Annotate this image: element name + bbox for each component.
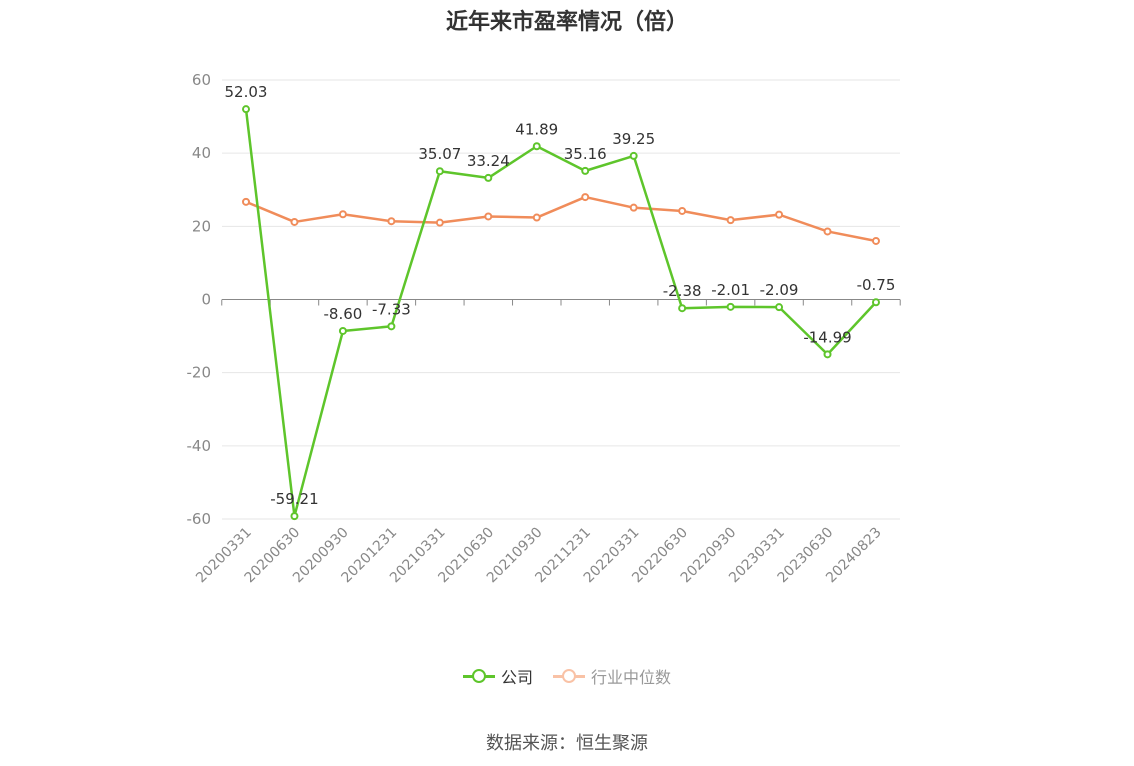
data-point-company (871, 298, 880, 307)
legend-item-company[interactable]: 公司 (462, 664, 533, 688)
data-label: -7.33 (372, 300, 411, 318)
data-label: -2.01 (711, 281, 750, 299)
data-point-company (823, 350, 832, 359)
data-point-company (678, 304, 687, 313)
y-tick-label: -40 (187, 437, 212, 455)
data-label: 52.03 (225, 83, 268, 101)
data-label: 35.07 (418, 145, 461, 163)
chart-title: 近年来市盈率情况（倍） (445, 10, 688, 35)
data-point-company (290, 512, 299, 521)
series-line-industry (245, 195, 877, 243)
legend-swatch-industry (553, 669, 585, 683)
data-point-company (775, 303, 784, 312)
data-point-company (532, 142, 541, 151)
data-point-company (629, 151, 638, 160)
data-label: 35.16 (564, 145, 607, 163)
data-point-industry (290, 217, 299, 226)
data-point-industry (387, 217, 396, 226)
data-label: -0.75 (857, 276, 896, 294)
data-point-company (242, 105, 250, 114)
data-point-industry (484, 212, 493, 221)
label-layer: 52.03 -59.21 -8.60 -7.33 35.07 33.24 41.89 35.1… (225, 83, 896, 508)
data-point-industry (338, 210, 347, 219)
data-point-industry (678, 206, 687, 215)
legend-label-industry: 行业中位数 (591, 668, 672, 687)
data-point-company (387, 322, 396, 331)
data-point-industry (581, 193, 590, 202)
data-label: 33.24 (467, 152, 510, 170)
data-point-industry (823, 227, 832, 236)
data-point-industry (435, 218, 444, 227)
legend-swatch-company (462, 669, 495, 683)
data-point-industry (242, 197, 250, 206)
grid-layer (222, 79, 900, 520)
data-point-company (726, 302, 735, 311)
data-source: 数据来源：恒生聚源 (486, 733, 648, 754)
data-point-industry (775, 210, 784, 219)
series-line-company (244, 109, 877, 518)
y-tick-label: -20 (187, 364, 212, 382)
data-label: 39.25 (612, 130, 655, 148)
data-label: -59.21 (270, 490, 318, 508)
pe-line-chart: 6040200-20-40-60202003312020063020200930… (187, 71, 901, 586)
y-tick-label: 40 (192, 144, 211, 162)
data-label: 41.89 (515, 120, 558, 138)
data-label: -2.09 (760, 281, 799, 299)
data-point-industry (726, 216, 735, 225)
data-point-industry (871, 236, 880, 245)
legend-item-industry[interactable]: 行业中位数 (553, 664, 671, 688)
legend: 公司 行业中位数 (0, 664, 1134, 688)
y-tick-label: -60 (187, 510, 212, 528)
y-tick-label: 0 (201, 291, 211, 309)
y-tick-label: 20 (192, 217, 211, 235)
data-point-company (338, 326, 347, 335)
legend-label-company: 公司 (500, 668, 533, 687)
data-point-company (581, 166, 590, 175)
y-tick-label: 60 (192, 71, 211, 89)
data-label: -2.38 (663, 282, 702, 300)
series-layer (242, 105, 880, 521)
data-point-company (435, 167, 444, 176)
data-point-industry (532, 213, 541, 222)
data-point-company (484, 173, 493, 182)
data-label: -14.99 (803, 328, 851, 346)
data-label: -8.60 (324, 305, 363, 323)
data-point-industry (629, 203, 638, 212)
